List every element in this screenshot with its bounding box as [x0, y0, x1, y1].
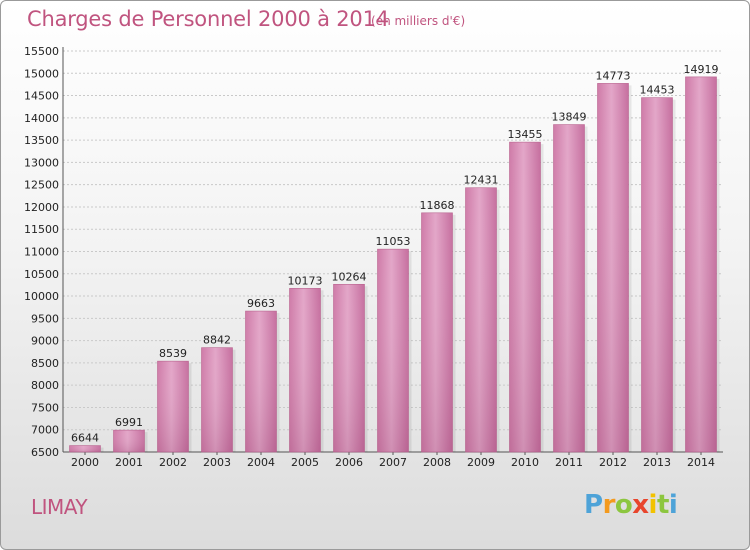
y-tick-label: 12500 [24, 179, 59, 192]
y-tick-label: 15000 [24, 67, 59, 80]
logo-letter: i [648, 490, 658, 520]
bar-shade [685, 76, 717, 452]
data-label-2001: 6991 [115, 416, 143, 429]
y-tick-label: 10500 [24, 268, 59, 281]
commune-name: LIMAY [31, 495, 88, 519]
x-tick-label: 2007 [379, 456, 407, 469]
x-tick-label: 2014 [687, 456, 715, 469]
data-label-2003: 8842 [203, 334, 231, 347]
y-tick-label: 13000 [24, 156, 59, 169]
y-tick-label: 9000 [31, 335, 59, 348]
x-tick-label: 2002 [159, 456, 187, 469]
y-tick-label: 9500 [31, 312, 59, 325]
data-label-2008: 11868 [420, 199, 455, 212]
data-label-2014: 14919 [684, 63, 719, 76]
logo-letter: r [602, 490, 616, 520]
logo-letter: P [584, 490, 603, 520]
x-tick-label: 2001 [115, 456, 143, 469]
y-tick-label: 8500 [31, 357, 59, 370]
bar-shade [201, 347, 233, 452]
x-tick-label: 2005 [291, 456, 319, 469]
bar-shade [553, 124, 585, 453]
x-tick-label: 2008 [423, 456, 451, 469]
y-tick-label: 7000 [31, 424, 59, 437]
x-tick-label: 2000 [71, 456, 99, 469]
y-tick-label: 7500 [31, 401, 59, 414]
x-tick-label: 2013 [643, 456, 671, 469]
y-tick-label: 13500 [24, 134, 59, 147]
bar-shade [641, 97, 673, 453]
y-tick-label: 14000 [24, 112, 59, 125]
logo-letter: x [632, 490, 649, 520]
y-tick-label: 6500 [31, 446, 59, 459]
logo-letter: o [614, 490, 633, 520]
y-tick-label: 8000 [31, 379, 59, 392]
bar-shade [421, 212, 453, 452]
bar-shade [509, 142, 541, 453]
bar-shade [157, 361, 189, 452]
data-label-2000: 6644 [71, 432, 99, 445]
data-label-2013: 14453 [640, 84, 675, 97]
bar-shade [597, 83, 629, 452]
data-label-2009: 12431 [464, 174, 499, 187]
y-tick-label: 11000 [24, 246, 59, 259]
proxiti-logo: Proxiti [584, 490, 678, 520]
x-tick-label: 2009 [467, 456, 495, 469]
bar-shade [333, 284, 365, 452]
logo-letter: i [668, 490, 678, 520]
y-tick-label: 14500 [24, 90, 59, 103]
y-tick-label: 12000 [24, 201, 59, 214]
data-label-2010: 13455 [508, 128, 543, 141]
x-tick-label: 2010 [511, 456, 539, 469]
bar-shade [377, 249, 409, 452]
chart-title: Charges de Personnel 2000 à 2014 [27, 7, 389, 31]
x-tick-label: 2011 [555, 456, 583, 469]
data-label-2007: 11053 [376, 235, 411, 248]
x-tick-label: 2004 [247, 456, 275, 469]
data-label-2011: 13849 [552, 111, 587, 124]
data-label-2012: 14773 [596, 69, 631, 82]
bar-shade [465, 187, 497, 452]
x-tick-label: 2006 [335, 456, 363, 469]
y-tick-label: 10000 [24, 290, 59, 303]
bar-shade [113, 430, 145, 452]
data-label-2002: 8539 [159, 347, 187, 360]
x-tick-label: 2012 [599, 456, 627, 469]
bar-shade [69, 445, 101, 452]
bar-shade [245, 311, 277, 452]
data-label-2005: 10173 [288, 274, 323, 287]
y-tick-label: 11500 [24, 223, 59, 236]
y-tick-label: 15500 [24, 45, 59, 58]
x-tick-label: 2003 [203, 456, 231, 469]
data-label-2006: 10264 [332, 270, 367, 283]
bar-shade [289, 288, 321, 452]
logo-letter: t [656, 490, 669, 520]
chart-subtitle: (en milliers d'€) [371, 14, 466, 28]
data-label-2004: 9663 [247, 297, 275, 310]
